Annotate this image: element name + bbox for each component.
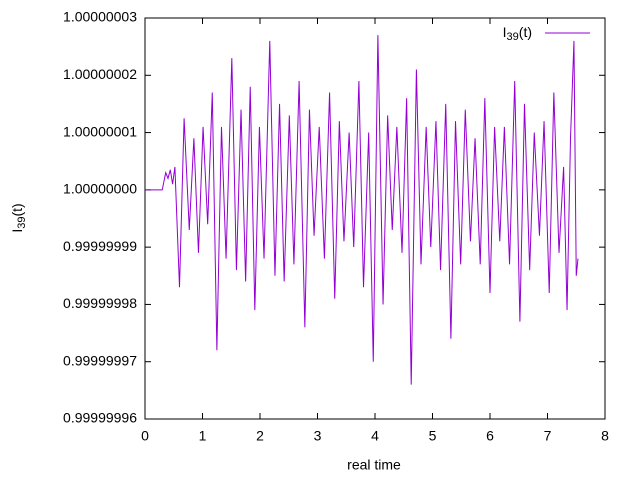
x-tick-label: 1 — [199, 428, 207, 444]
x-tick-label: 4 — [371, 428, 379, 444]
y-axis-label: I39(t) — [9, 203, 28, 232]
y-tick-label: 1.00000001 — [63, 123, 137, 139]
y-tick-label: 0.99999998 — [63, 295, 137, 311]
y-tick-label: 1.00000002 — [63, 66, 137, 82]
y-tick-label: 0.99999999 — [63, 238, 137, 254]
y-tick-label: 1.00000003 — [63, 9, 137, 25]
y-tick-label: 0.99999996 — [63, 410, 137, 426]
x-axis-label: real time — [347, 457, 401, 473]
y-tick-label: 1.00000000 — [63, 181, 137, 197]
x-tick-label: 0 — [141, 428, 149, 444]
x-tick-label: 8 — [601, 428, 609, 444]
x-tick-label: 7 — [544, 428, 552, 444]
x-tick-label: 2 — [256, 428, 264, 444]
x-tick-label: 5 — [429, 428, 437, 444]
data-line — [145, 35, 579, 385]
y-tick-label: 0.99999997 — [63, 352, 137, 368]
legend-label: I39(t) — [503, 24, 532, 43]
x-tick-label: 6 — [486, 428, 494, 444]
x-tick-label: 3 — [314, 428, 322, 444]
